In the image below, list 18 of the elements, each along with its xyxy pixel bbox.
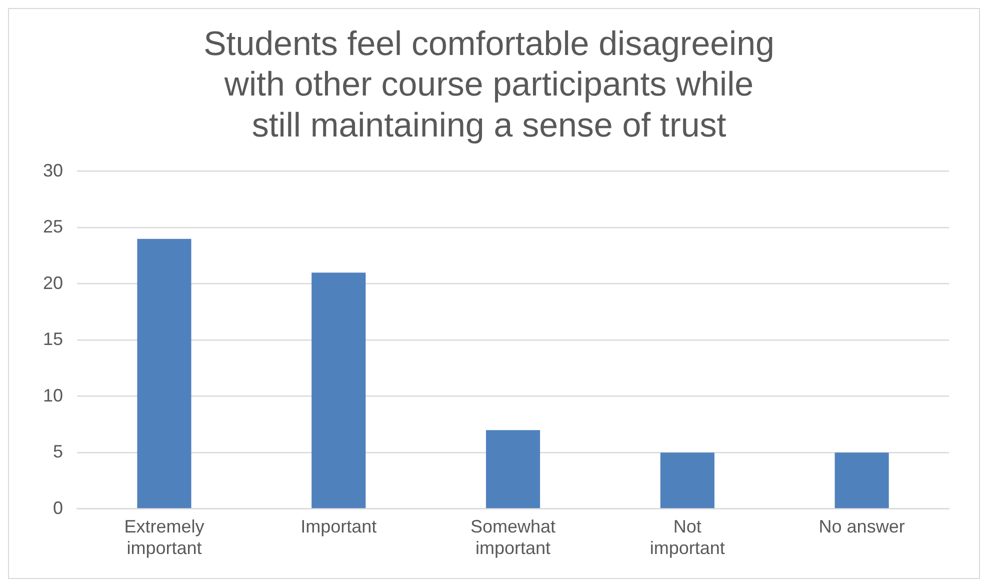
y-tick-label: 30	[42, 160, 64, 180]
x-tick-label: Not important	[650, 516, 725, 558]
x-tick-label: Somewhat important	[470, 516, 556, 558]
y-tick-label: 5	[53, 442, 64, 462]
y-tick-label: 20	[42, 272, 64, 293]
y-tick-label: 25	[42, 216, 64, 237]
y-tick-label: 15	[42, 329, 64, 350]
x-tick-label: No answer	[818, 516, 905, 537]
bar	[137, 238, 192, 508]
y-tick-label: 10	[42, 385, 64, 406]
bar	[486, 430, 540, 508]
chart-title: Students feel comfortable disagreeing with other course participants while still maintaining a sense of trust	[204, 24, 774, 144]
x-tick-label: Important	[300, 516, 377, 537]
bar	[834, 452, 889, 508]
x-tick-label: Extremely important	[124, 516, 204, 558]
y-tick-label: 0	[53, 498, 64, 518]
bar	[660, 452, 714, 508]
bar	[312, 272, 366, 508]
